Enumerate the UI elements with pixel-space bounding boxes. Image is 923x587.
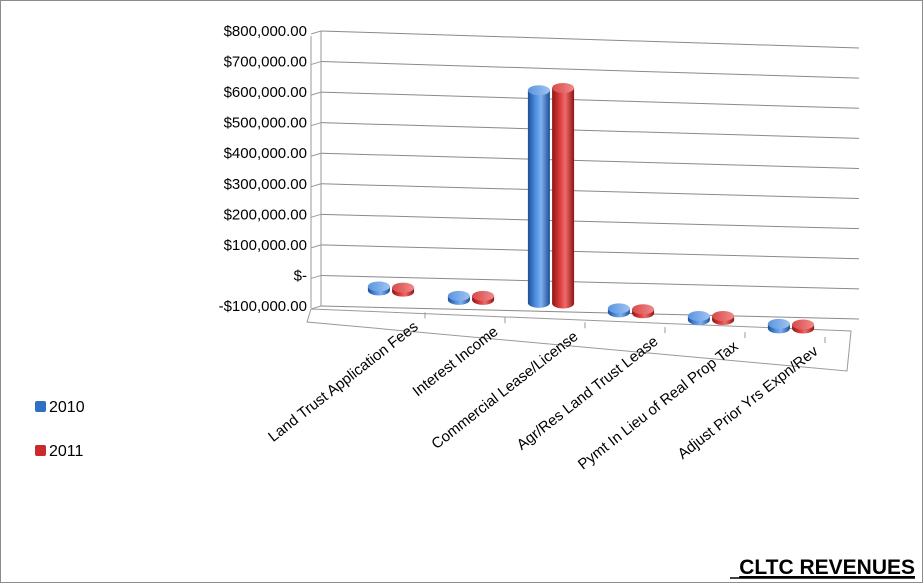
- gridline: [310, 30, 860, 49]
- legend-label-2010: 2010: [49, 399, 85, 416]
- bar-2010-commercial-lease-license: [527, 85, 550, 308]
- gridline: [310, 305, 860, 320]
- chart-title: CLTC REVENUES: [739, 556, 915, 579]
- floor-slab: [306, 308, 852, 372]
- y-tick-label: $200,000.00: [224, 206, 307, 223]
- y-tick-label: $-: [294, 267, 307, 284]
- x-category-label-agr-res-land-trust-lease: Agr/Res Land Trust Lease: [514, 333, 662, 454]
- gridline: [310, 244, 860, 260]
- gridline: [310, 61, 860, 79]
- bar-2011-adjust-prior-yrs-expn-rev: [792, 319, 815, 334]
- y-tick-label: $700,000.00: [224, 54, 307, 71]
- bar-2011-land-trust-application-fees: [392, 282, 415, 297]
- bar-2011-commercial-lease-license: [552, 82, 575, 309]
- plot-back-wall: [310, 31, 322, 308]
- x-category-label-pymt-in-lieu-of-real-prop-tax: Pymt In Lieu of Real Prop Tax: [575, 338, 742, 474]
- legend-item-2010: 2010: [35, 399, 85, 416]
- x-category-label-land-trust-application-fees: Land Trust Application Fees: [265, 318, 421, 445]
- y-tick-label: $300,000.00: [224, 176, 307, 193]
- bar-2011-agr-res-land-trust-lease: [632, 304, 655, 319]
- legend-swatch-2010: [35, 401, 46, 412]
- bar-2010-pymt-in-lieu-of-real-prop-tax: [687, 310, 710, 325]
- gridline: [310, 183, 860, 200]
- y-tick-label: $600,000.00: [224, 84, 307, 101]
- plot-floor: [306, 308, 852, 372]
- bar-2011-interest-income: [472, 290, 495, 305]
- bar-2010-adjust-prior-yrs-expn-rev: [767, 318, 790, 334]
- y-axis-tick-labels: -$100,000.00 $- $100,000.00 $200,000.00 $300…: [219, 23, 307, 315]
- x-category-label-commercial-lease-license: Commercial Lease/License: [428, 328, 581, 453]
- bar-2010-land-trust-application-fees: [367, 281, 390, 296]
- bars: [367, 82, 815, 334]
- legend-swatch-2011: [35, 445, 46, 456]
- gridline: [310, 122, 860, 139]
- gridline: [310, 213, 860, 230]
- legend: 2010 2011: [35, 399, 85, 460]
- gridline: [310, 152, 860, 169]
- y-tick-label: -$100,000.00: [219, 298, 307, 315]
- y-tick-label: $100,000.00: [224, 237, 307, 254]
- legend-label-2011: 2011: [49, 443, 84, 460]
- gridlines: [310, 30, 860, 320]
- y-tick-label: $400,000.00: [224, 145, 307, 162]
- y-tick-label: $500,000.00: [224, 115, 307, 132]
- bar-2010-interest-income: [447, 290, 470, 305]
- gridline: [310, 274, 860, 290]
- bar-2011-pymt-in-lieu-of-real-prop-tax: [712, 310, 735, 325]
- y-tick-label: $800,000.00: [224, 23, 307, 40]
- gridline: [310, 91, 860, 109]
- legend-item-2011: 2011: [35, 443, 84, 460]
- bar-2010-agr-res-land-trust-lease: [607, 303, 630, 318]
